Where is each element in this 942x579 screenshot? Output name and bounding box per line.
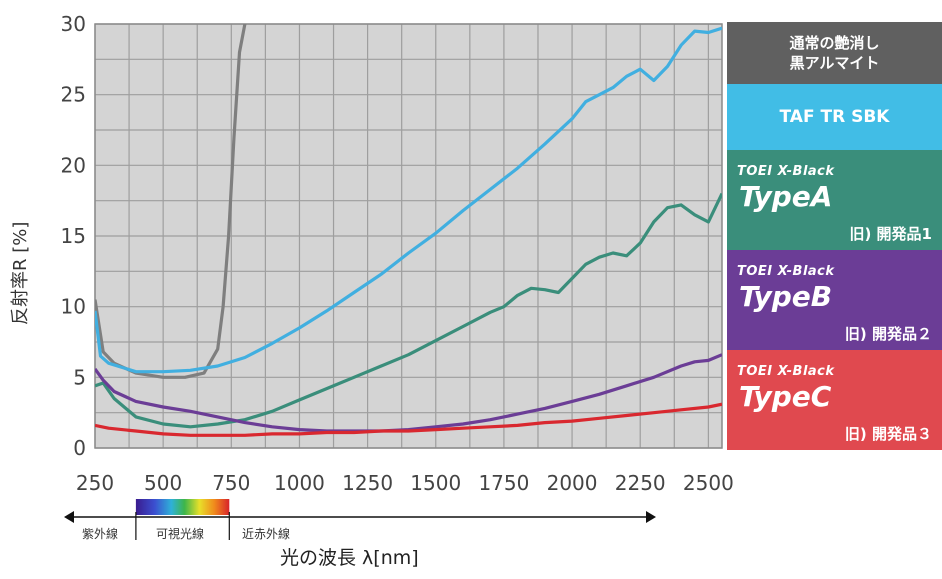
region-uv-label: 紫外線 [82,527,119,541]
series-line-1 [95,26,722,374]
x-tick-label: 250 [76,471,114,495]
legend-item-label: TAF TR SBK [779,107,890,127]
x-tick-label: 1250 [342,471,393,495]
x-tick-label: 500 [144,471,182,495]
legend-item-label-line1: 通常の艶消し [789,34,880,52]
legend-note: 旧) 開発品1 [849,225,932,243]
arrow-head-left [64,511,74,523]
series-lines [95,24,722,437]
legend-item-taf-tr-sbk: TAF TR SBK [727,84,942,150]
x-axis-ticks: 250 500 750 1000 1250 1500 1750 2000 2250 2500 [76,471,734,495]
y-tick-label: 10 [61,295,86,319]
visible-spectrum-gradient [135,499,230,515]
legend-type: TypeA [739,180,833,213]
grid-lines [94,23,723,449]
legend-item-standard-anodize: 通常の艶消し 黒アルマイト [727,22,942,84]
y-tick-label: 15 [61,224,86,248]
series-line-2 [95,192,722,429]
legend-brand: TOEI X-Black [737,264,835,279]
y-axis-title: 反射率R [%] [10,221,31,325]
x-tick-label: 1500 [410,471,461,495]
y-tick-label: 0 [73,436,86,460]
x-tick-label: 2250 [615,471,666,495]
legend-type: TypeC [739,380,832,413]
y-tick-label: 5 [73,365,86,389]
legend-brand: TOEI X-Black [737,164,835,179]
region-visible-label: 可視光線 [156,527,205,541]
y-tick-label: 20 [61,153,86,177]
x-tick-label: 750 [212,471,250,495]
region-nir-label: 近赤外線 [242,527,291,541]
plot-border [94,23,723,449]
x-axis-title: 光の波長 λ[nm] [280,547,419,569]
visible-spectrum-bar [135,499,230,515]
legend-item-typea: TOEI X-Black TypeA 旧) 開発品1 [727,150,942,250]
legend-item-typeb: TOEI X-Black TypeB 旧) 開発品２ [727,250,942,350]
legend-item-typec: TOEI X-Black TypeC 旧) 開発品３ [727,350,942,450]
x-tick-label: 2000 [547,471,598,495]
wavelength-arrow [64,511,656,540]
series-line-4 [95,402,722,437]
legend-note: 旧) 開発品２ [844,325,932,343]
x-tick-label: 2500 [683,471,734,495]
x-tick-label: 1750 [478,471,529,495]
y-tick-label: 25 [61,83,86,107]
y-axis-ticks: 0 5 10 15 20 25 30 [61,12,86,460]
legend-item-label-line2: 黒アルマイト [789,54,880,72]
arrow-head-right [646,511,656,523]
x-tick-label: 1000 [274,471,325,495]
legend-note: 旧) 開発品３ [844,425,932,443]
y-tick-label: 30 [61,12,86,36]
legend-type: TypeB [739,280,833,313]
legend-brand: TOEI X-Black [737,364,835,379]
